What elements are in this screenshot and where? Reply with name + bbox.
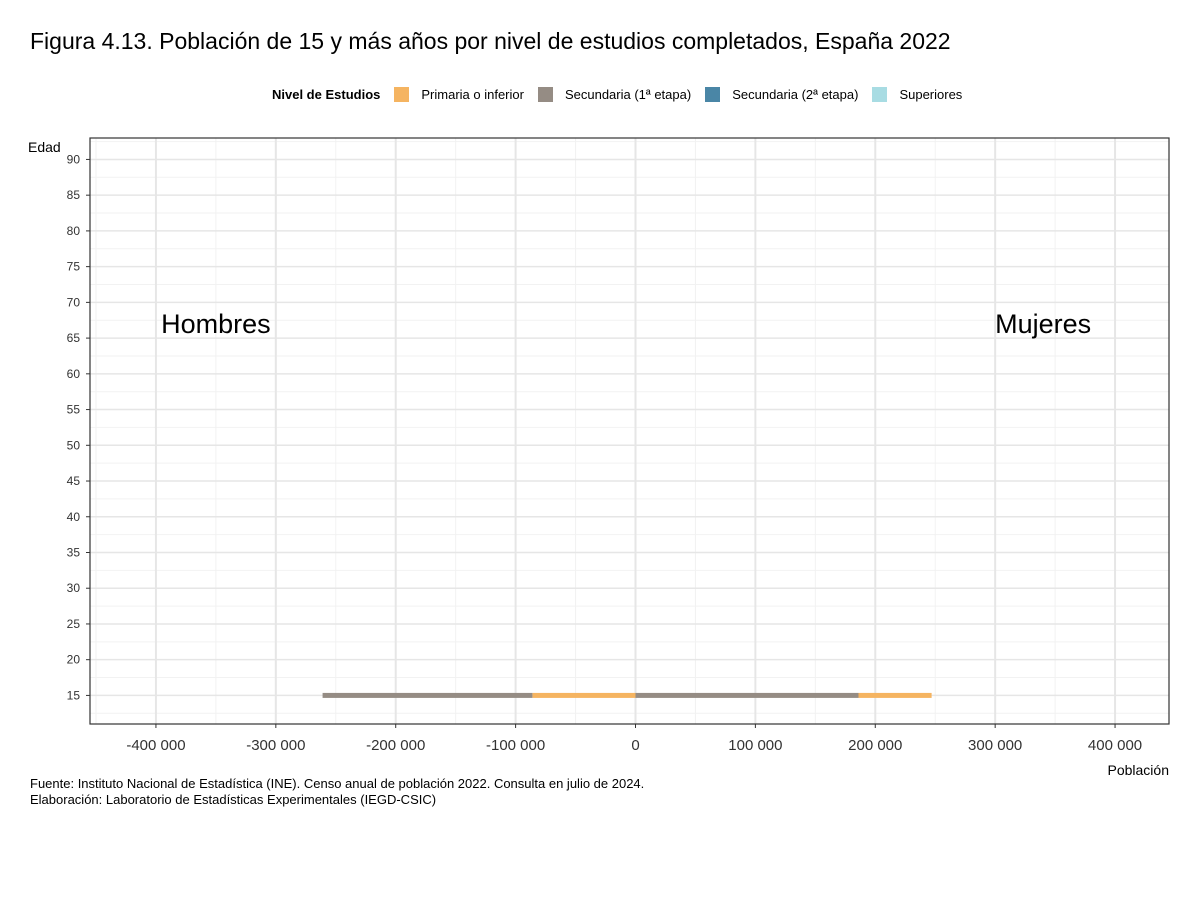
y-tick-label: 75 <box>67 260 81 274</box>
bar-mujeres-primaria-o-inferior <box>858 692 932 698</box>
x-tick-label: -200 000 <box>366 737 425 754</box>
x-tick-label: -300 000 <box>246 737 305 754</box>
y-tick-label: 25 <box>67 617 81 631</box>
y-tick-label: 30 <box>67 581 81 595</box>
annotation-hombres: Hombres <box>161 309 271 339</box>
legend-label-superiores: Superiores <box>899 87 963 102</box>
x-axis-title: Población <box>1108 762 1170 778</box>
legend-label-secundaria-1: Secundaria (1ª etapa) <box>564 87 692 102</box>
annotation-mujeres: Mujeres <box>995 309 1091 339</box>
y-tick-label: 45 <box>67 474 81 488</box>
footer-source: Fuente: Instituto Nacional de Estadístic… <box>30 776 645 791</box>
y-tick-label: 85 <box>67 188 81 202</box>
legend-item-secundaria-2: Secundaria (2ª etapa) <box>705 87 858 102</box>
y-tick-label: 35 <box>67 545 81 559</box>
y-tick-label: 90 <box>67 152 81 166</box>
legend-label-secundaria-2: Secundaria (2ª etapa) <box>732 87 859 102</box>
plot-border <box>89 137 1170 725</box>
y-tick-label: 80 <box>67 224 81 238</box>
y-tick-label: 20 <box>67 653 81 667</box>
x-tick-label: 300 000 <box>968 737 1022 754</box>
bar-mujeres-secundaria-1-etapa <box>635 692 859 698</box>
legend: Nivel de Estudios Primaria o inferior Se… <box>272 87 976 102</box>
legend-item-superiores: Superiores <box>872 87 962 102</box>
legend-swatch-superiores <box>872 87 888 102</box>
y-axis-title: Edad <box>28 139 61 155</box>
x-tick-label: 400 000 <box>1088 737 1142 754</box>
x-tick-label: 0 <box>631 737 639 754</box>
footer-credit: Elaboración: Laboratorio de Estadísticas… <box>30 792 437 807</box>
legend-swatch-primaria <box>394 87 410 102</box>
footer: Fuente: Instituto Nacional de Estadístic… <box>30 776 644 808</box>
bar-hombres-primaria-o-inferior <box>532 692 636 698</box>
legend-swatch-secundaria-2 <box>705 87 721 102</box>
y-tick-label: 70 <box>67 295 81 309</box>
bar-hombres-secundaria-1-etapa <box>322 692 533 698</box>
legend-label-primaria: Primaria o inferior <box>421 87 524 102</box>
y-tick-label: 40 <box>67 510 81 524</box>
x-tick-label: 200 000 <box>848 737 902 754</box>
x-tick-label: -400 000 <box>126 737 185 754</box>
legend-swatch-secundaria-1 <box>537 87 553 102</box>
y-tick-label: 65 <box>67 331 81 345</box>
legend-title: Nivel de Estudios <box>272 87 381 102</box>
chart-title: Figura 4.13. Población de 15 y más años … <box>30 28 951 54</box>
y-tick-label: 15 <box>67 688 81 702</box>
y-tick-label: 60 <box>67 367 81 381</box>
legend-item-secundaria-1: Secundaria (1ª etapa) <box>537 87 692 102</box>
y-tick-label: 50 <box>67 438 81 452</box>
plot-panel <box>90 138 1169 724</box>
legend-item-primaria: Primaria o inferior <box>394 87 524 102</box>
y-tick-label: 55 <box>67 403 81 417</box>
x-tick-label: 100 000 <box>728 737 782 754</box>
x-tick-label: -100 000 <box>486 737 545 754</box>
